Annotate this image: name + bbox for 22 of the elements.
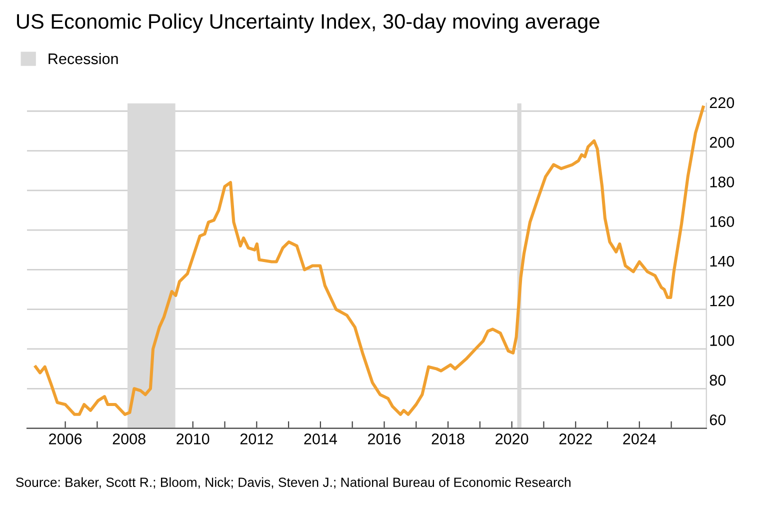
y-tick-label: 180 bbox=[710, 176, 734, 188]
chart-title: US Economic Policy Uncertainty Index, 30-day moving average bbox=[17, 14, 600, 33]
x-tick-label: 2020 bbox=[496, 434, 528, 444]
x-tick-label: 2024 bbox=[623, 434, 656, 444]
y-tick-label: 80 bbox=[710, 374, 726, 386]
x-tick-label: 2006 bbox=[49, 434, 82, 444]
x-tick-label: 2014 bbox=[304, 434, 337, 444]
y-tick-label: 160 bbox=[710, 216, 734, 228]
y-tick-label: 220 bbox=[710, 97, 734, 108]
y-tick-label: 100 bbox=[710, 335, 734, 346]
y-tick-label: 60 bbox=[710, 414, 726, 426]
x-tick-label: 2010 bbox=[176, 434, 210, 444]
y-tick-label: 140 bbox=[710, 256, 734, 267]
source-note: Source: Baker, Scott R.; Bloom, Nick; Davis, Steven J.; National Bureau of Economic Research bbox=[16, 477, 570, 489]
x-tick-label: 2012 bbox=[240, 434, 273, 444]
x-tick-label: 2022 bbox=[559, 434, 592, 444]
y-tick-label: 120 bbox=[710, 296, 734, 306]
x-tick-label: 2016 bbox=[368, 434, 401, 444]
y-tick-label: 200 bbox=[710, 136, 734, 148]
legend-label: Recession bbox=[48, 52, 118, 64]
x-tick-label: 2018 bbox=[432, 434, 464, 444]
x-tick-label: 2008 bbox=[112, 434, 146, 444]
